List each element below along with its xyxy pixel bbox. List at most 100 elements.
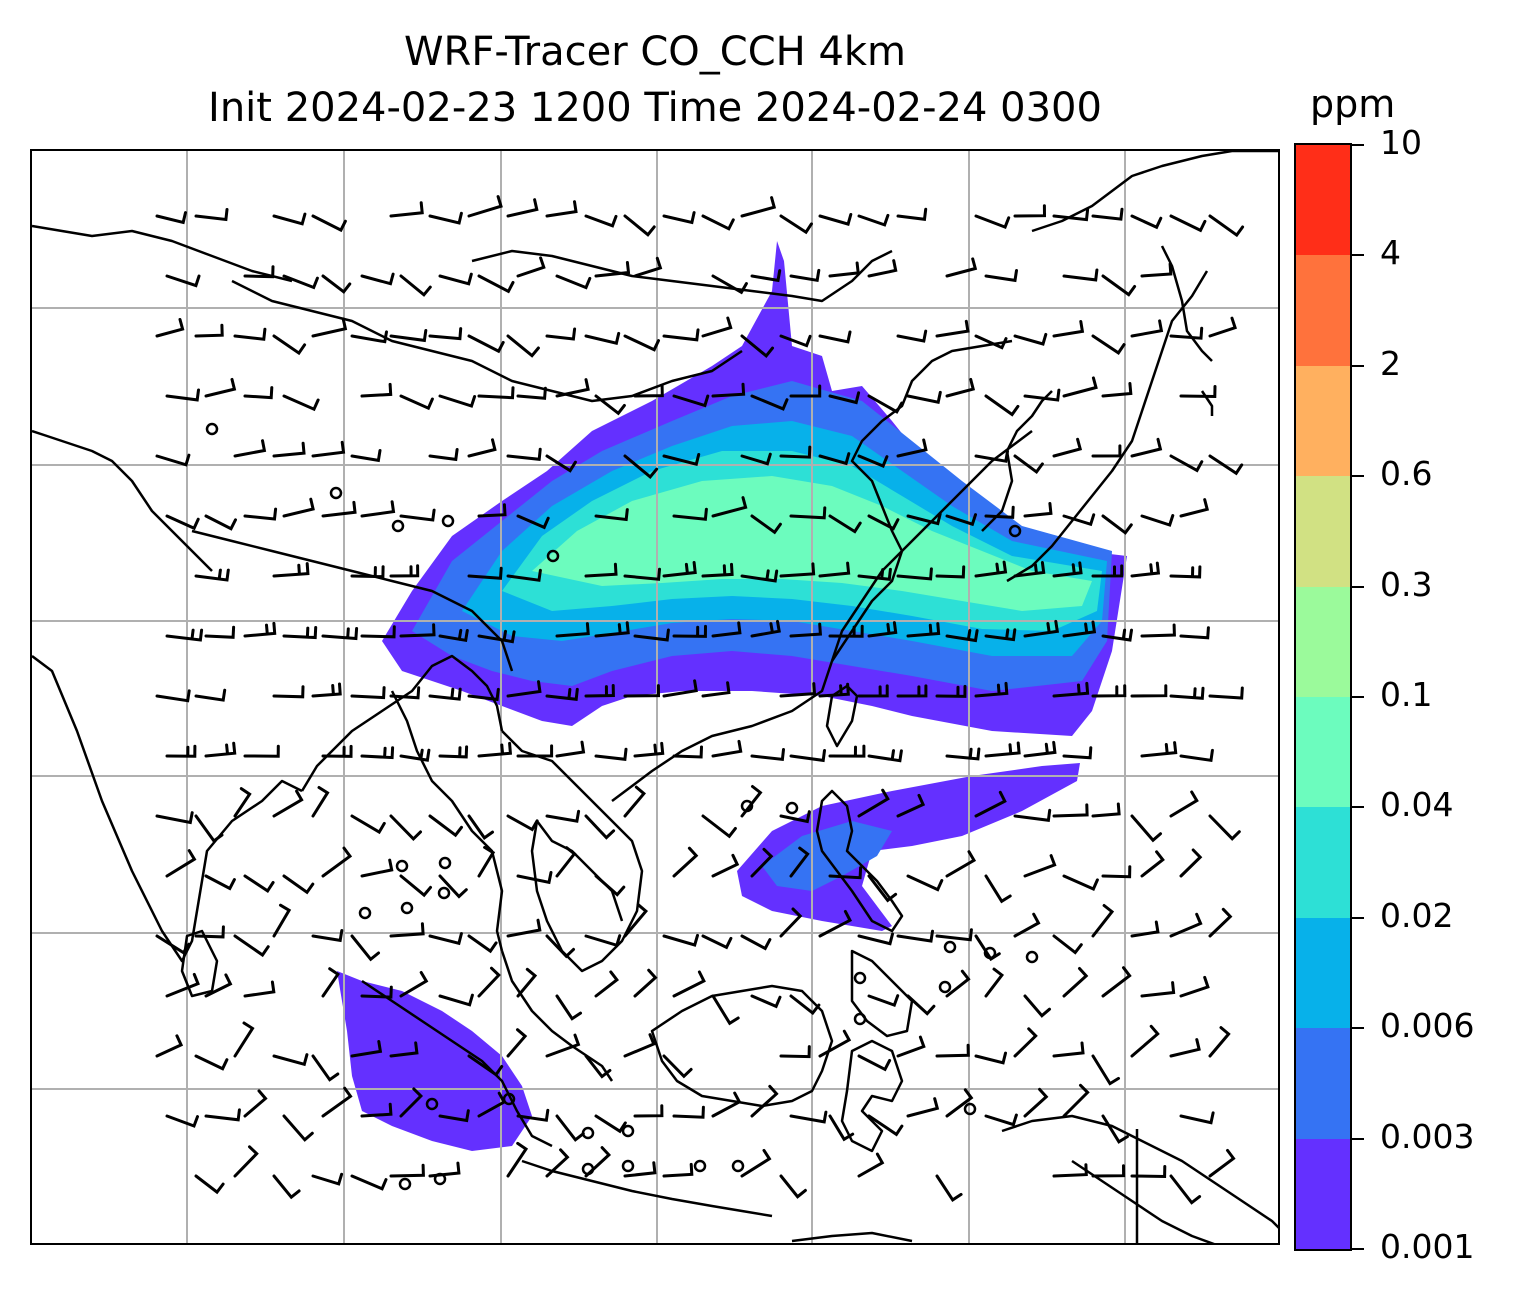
wind-barb bbox=[750, 847, 774, 878]
map-panel[interactable] bbox=[30, 149, 1280, 1245]
wind-barb bbox=[555, 994, 582, 1021]
wind-barb bbox=[1140, 514, 1175, 527]
coast-kamchatka bbox=[1200, 390, 1214, 416]
coast-bay-of-bengal bbox=[300, 654, 504, 792]
wind-barb bbox=[789, 506, 827, 520]
wind-barb bbox=[1013, 561, 1046, 578]
calm-wind-markers bbox=[205, 422, 1039, 1191]
wind-barb bbox=[623, 785, 647, 818]
coast-china-south bbox=[611, 430, 1033, 802]
wind-barb bbox=[701, 934, 733, 950]
wind-barb bbox=[311, 1172, 344, 1186]
coast-new-guinea bbox=[1001, 1114, 1278, 1229]
wind-barb bbox=[545, 1148, 570, 1178]
wind-barb bbox=[662, 1162, 694, 1178]
colorbar-segment bbox=[1296, 806, 1350, 918]
wind-barb bbox=[1052, 208, 1090, 222]
wind-barb bbox=[1130, 1024, 1160, 1058]
wind-barb bbox=[389, 686, 421, 700]
wind-barb bbox=[584, 1146, 612, 1178]
wind-barb bbox=[204, 741, 237, 758]
wind-barb bbox=[633, 256, 663, 278]
wind-barb bbox=[828, 1114, 855, 1142]
coast-new-guinea-south bbox=[1071, 1159, 1215, 1243]
wind-barb bbox=[935, 1043, 970, 1058]
map-title-line-2: Init 2024-02-23 1200 Time 2024-02-24 030… bbox=[208, 85, 1102, 131]
wind-barb bbox=[1052, 1041, 1085, 1058]
calm-marker bbox=[785, 801, 799, 815]
colorbar-segment bbox=[1296, 586, 1350, 697]
wind-barb bbox=[389, 564, 420, 578]
wind-barb bbox=[477, 274, 515, 294]
wind-barb bbox=[438, 272, 473, 286]
wind-barb bbox=[194, 814, 224, 844]
wind-barb bbox=[282, 1114, 314, 1142]
wind-barbs bbox=[155, 195, 1245, 1205]
colorbar-segment bbox=[1296, 365, 1350, 477]
wind-barb bbox=[701, 214, 735, 231]
wind-barb bbox=[360, 1102, 393, 1118]
wind-barb bbox=[945, 377, 976, 398]
wind-barb bbox=[1101, 274, 1137, 297]
wind-barb bbox=[1101, 865, 1132, 879]
wind-barb bbox=[545, 327, 577, 341]
wind-barb bbox=[984, 967, 1005, 998]
wind-barb bbox=[672, 624, 707, 638]
calm-marker bbox=[1008, 524, 1022, 538]
wind-barb bbox=[438, 874, 468, 899]
wind-barb bbox=[633, 628, 670, 642]
wind-barb bbox=[1062, 620, 1097, 638]
wind-barb bbox=[1169, 790, 1199, 818]
wind-barb bbox=[155, 934, 191, 955]
wind-barb bbox=[272, 562, 310, 578]
wind-barb bbox=[243, 386, 274, 400]
wind-barb bbox=[1091, 207, 1124, 221]
wind-barb bbox=[1179, 498, 1210, 518]
wind-barb bbox=[428, 211, 463, 225]
wind-barb bbox=[516, 1108, 550, 1122]
tracer-plume bbox=[337, 241, 1127, 1151]
wind-barb bbox=[428, 687, 462, 701]
wind-barb bbox=[594, 970, 620, 998]
wind-barb bbox=[1013, 454, 1044, 474]
wind-barb bbox=[857, 1152, 885, 1178]
wind-barb bbox=[389, 1041, 419, 1058]
wind-barb bbox=[711, 994, 740, 1026]
wind-barb bbox=[818, 330, 852, 344]
wind-barb bbox=[350, 934, 380, 962]
wind-barb bbox=[311, 682, 342, 698]
wind-barb bbox=[662, 933, 699, 947]
calm-marker bbox=[205, 422, 219, 436]
calm-marker bbox=[693, 1159, 707, 1173]
wind-barb bbox=[594, 1114, 627, 1134]
wind-barb bbox=[896, 567, 933, 581]
border-china-inner bbox=[231, 279, 743, 403]
wind-barb bbox=[1091, 1054, 1120, 1086]
wind-barb bbox=[1101, 382, 1133, 398]
wind-barb bbox=[1179, 626, 1210, 640]
wind-barb bbox=[1091, 802, 1121, 818]
wind-barb bbox=[1130, 319, 1164, 338]
wind-barb bbox=[1208, 907, 1233, 938]
wind-barb bbox=[857, 213, 890, 227]
wind-barb bbox=[779, 445, 812, 459]
wind-barb bbox=[672, 745, 703, 759]
colorbar-tick bbox=[1352, 144, 1364, 146]
calm-marker bbox=[395, 859, 409, 873]
wind-barb bbox=[1130, 561, 1161, 578]
plume-sumatra-outer bbox=[337, 971, 532, 1151]
wind-barb bbox=[1169, 912, 1203, 938]
wind-barb bbox=[1052, 934, 1083, 955]
wind-barb bbox=[438, 628, 469, 643]
wind-barb bbox=[467, 566, 503, 580]
wind-barb bbox=[701, 316, 733, 338]
wind-barb bbox=[555, 274, 592, 290]
wind-barb bbox=[233, 1021, 255, 1058]
wind-barb bbox=[662, 1054, 693, 1079]
wind-barb bbox=[1091, 904, 1115, 938]
wind-barb bbox=[857, 1054, 892, 1072]
coast-philippines-luzon bbox=[815, 789, 904, 933]
wind-barb bbox=[906, 622, 941, 638]
wind-barb bbox=[477, 629, 516, 644]
wind-barb bbox=[1169, 326, 1204, 340]
